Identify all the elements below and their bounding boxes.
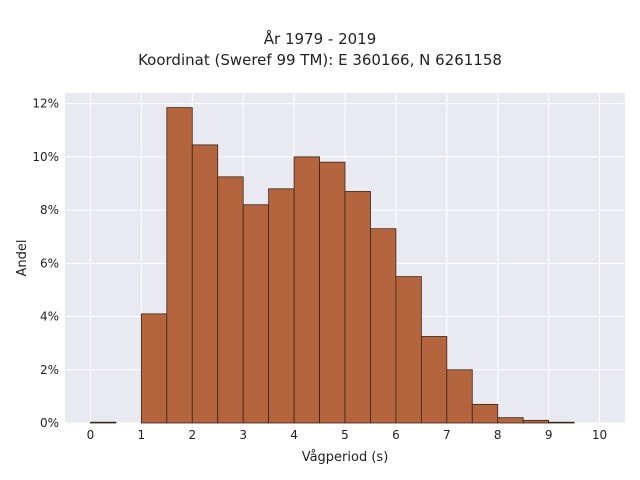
y-tick-label: 8% [40, 203, 59, 217]
x-tick-label: 8 [494, 428, 502, 442]
histogram-bar [370, 228, 397, 424]
histogram-bar [242, 204, 270, 424]
histogram-bar [497, 417, 524, 424]
histogram-bar [293, 156, 320, 424]
y-tick-label: 6% [40, 256, 59, 270]
histogram-bar [446, 369, 473, 424]
histogram-bar [140, 313, 168, 424]
x-axis-label: Vågperiod (s) [302, 450, 389, 465]
y-tick-label: 12% [32, 97, 59, 111]
histogram-bar [344, 191, 371, 424]
y-tick-label: 4% [40, 310, 59, 324]
y-axis-label: Andel [15, 240, 30, 277]
histogram-bar [522, 419, 550, 424]
x-tick-labels: 0 1 2 3 4 5 6 7 8 9 10 [87, 428, 608, 442]
y-tick-label: 2% [40, 363, 59, 377]
x-tick-label: 4 [290, 428, 298, 442]
y-tick-label: 10% [32, 150, 59, 164]
chart-title-line-2: Koordinat (Sweref 99 TM): E 360166, N 62… [138, 51, 502, 69]
histogram-bar [90, 421, 117, 424]
x-tick-label: 7 [443, 428, 451, 442]
histogram-bar [548, 421, 575, 424]
x-tick-label: 0 [87, 428, 95, 442]
histogram-bar [166, 107, 193, 424]
histogram-bar [191, 144, 219, 424]
y-tick-labels: 0% 2% 4% 6% 8% 10% 12% [32, 97, 59, 430]
histogram-bar [395, 276, 422, 424]
x-tick-label: 1 [138, 428, 146, 442]
x-tick-label: 3 [239, 428, 247, 442]
x-tick-label: 2 [188, 428, 196, 442]
x-tick-label: 9 [545, 428, 553, 442]
histogram-bar [217, 176, 244, 424]
x-tick-label: 10 [592, 428, 607, 442]
histogram-bar [420, 336, 448, 424]
y-tick-label: 0% [40, 416, 59, 430]
chart-title-line-1: År 1979 - 2019 [263, 30, 377, 48]
x-tick-label: 5 [341, 428, 349, 442]
histogram-bar [268, 188, 295, 424]
histogram-bar [319, 161, 346, 424]
x-tick-label: 6 [392, 428, 400, 442]
bars [90, 107, 575, 424]
histogram-bar [471, 403, 499, 424]
